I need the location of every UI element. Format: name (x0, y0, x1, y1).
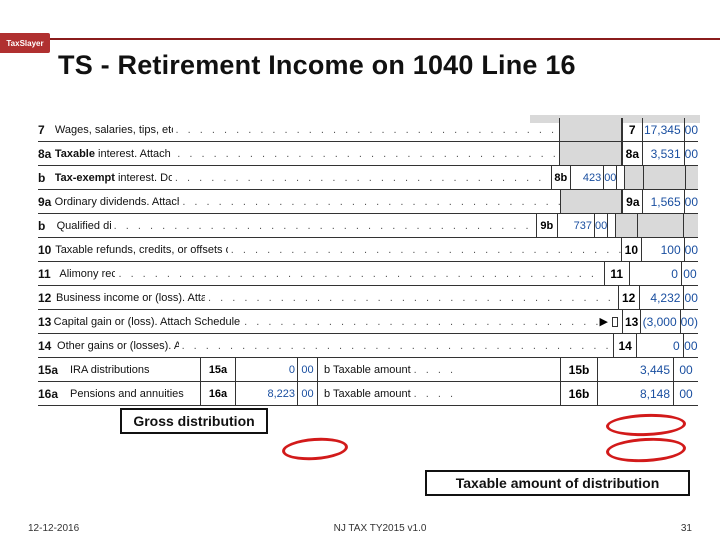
callout-taxable-amount: Taxable amount of distribution (425, 470, 690, 496)
form-line-7: 7Wages, salaries, tips, etc. Attach Form… (38, 118, 698, 142)
accent-rule (0, 38, 720, 40)
form-line-11: 11Alimony received. . . . . . . . . . . … (38, 262, 698, 286)
callout-gross-distribution: Gross distribution (120, 408, 268, 434)
form-line-14: 14Other gains or (losses). Attach Form 4… (38, 334, 698, 358)
page-title: TS - Retirement Income on 1040 Line 16 (58, 50, 576, 81)
highlight-circle-16b (605, 436, 686, 464)
form-line-15a: 15aIRA distributions15a000b Taxable amou… (38, 358, 698, 382)
footer-date: 12-12-2016 (28, 523, 79, 534)
slide-footer: 12-12-2016 NJ TAX TY2015 v1.0 31 (0, 523, 720, 534)
checkbox-line13[interactable] (612, 317, 618, 327)
highlight-circle-15b (606, 413, 687, 438)
form-line-16a: 16aPensions and annuities16a8,22300b Tax… (38, 382, 698, 406)
form-line-b: bQualified dividends. . . . . . . . . . … (38, 214, 698, 238)
form-line-8a: 8aTaxable interest. Attach Schedule B if… (38, 142, 698, 166)
logo-badge: TaxSlayer (0, 33, 50, 53)
form-1040-excerpt: 7Wages, salaries, tips, etc. Attach Form… (38, 118, 698, 406)
form-line-9a: 9aOrdinary dividends. Attach Schedule B … (38, 190, 698, 214)
form-line-12: 12Business income or (loss). Attach Sche… (38, 286, 698, 310)
highlight-circle-16a (281, 436, 348, 463)
form-line-10: 10Taxable refunds, credits, or offsets o… (38, 238, 698, 262)
footer-page: 31 (681, 523, 692, 534)
footer-center: NJ TAX TY2015 v1.0 (334, 523, 427, 534)
form-line-b: bTax-exempt interest. Do not include on … (38, 166, 698, 190)
form-line-13: 13Capital gain or (loss). Attach Schedul… (38, 310, 698, 334)
